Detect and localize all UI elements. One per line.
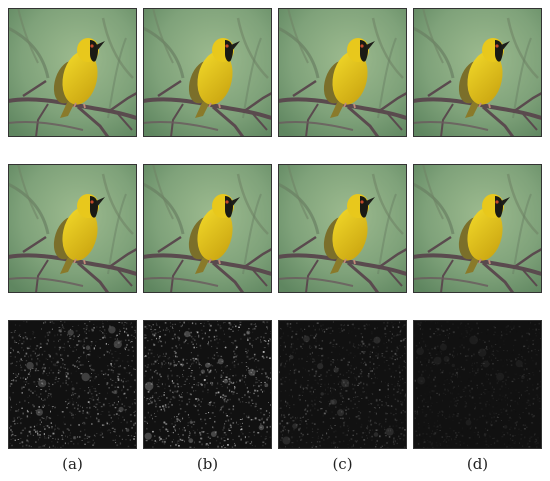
difference-map-d — [413, 320, 542, 449]
caption-a: (a) — [62, 455, 83, 473]
difference-map-b — [143, 320, 272, 449]
bird-photo-row2-c — [278, 164, 407, 293]
caption-b: (b) — [196, 455, 219, 473]
caption-d: (d) — [466, 455, 489, 473]
bird-photo-row1-c — [278, 8, 407, 137]
difference-map-a — [8, 320, 137, 449]
bird-photo-row2-d — [413, 164, 542, 293]
bird-photo-row1-a — [8, 8, 137, 137]
bird-photo-row2-b — [143, 164, 272, 293]
bird-photo-row1-b — [143, 8, 272, 137]
caption-c: (c) — [332, 455, 353, 473]
bird-photo-row2-a — [8, 164, 137, 293]
bird-photo-row1-d — [413, 8, 542, 137]
difference-map-c — [278, 320, 407, 449]
